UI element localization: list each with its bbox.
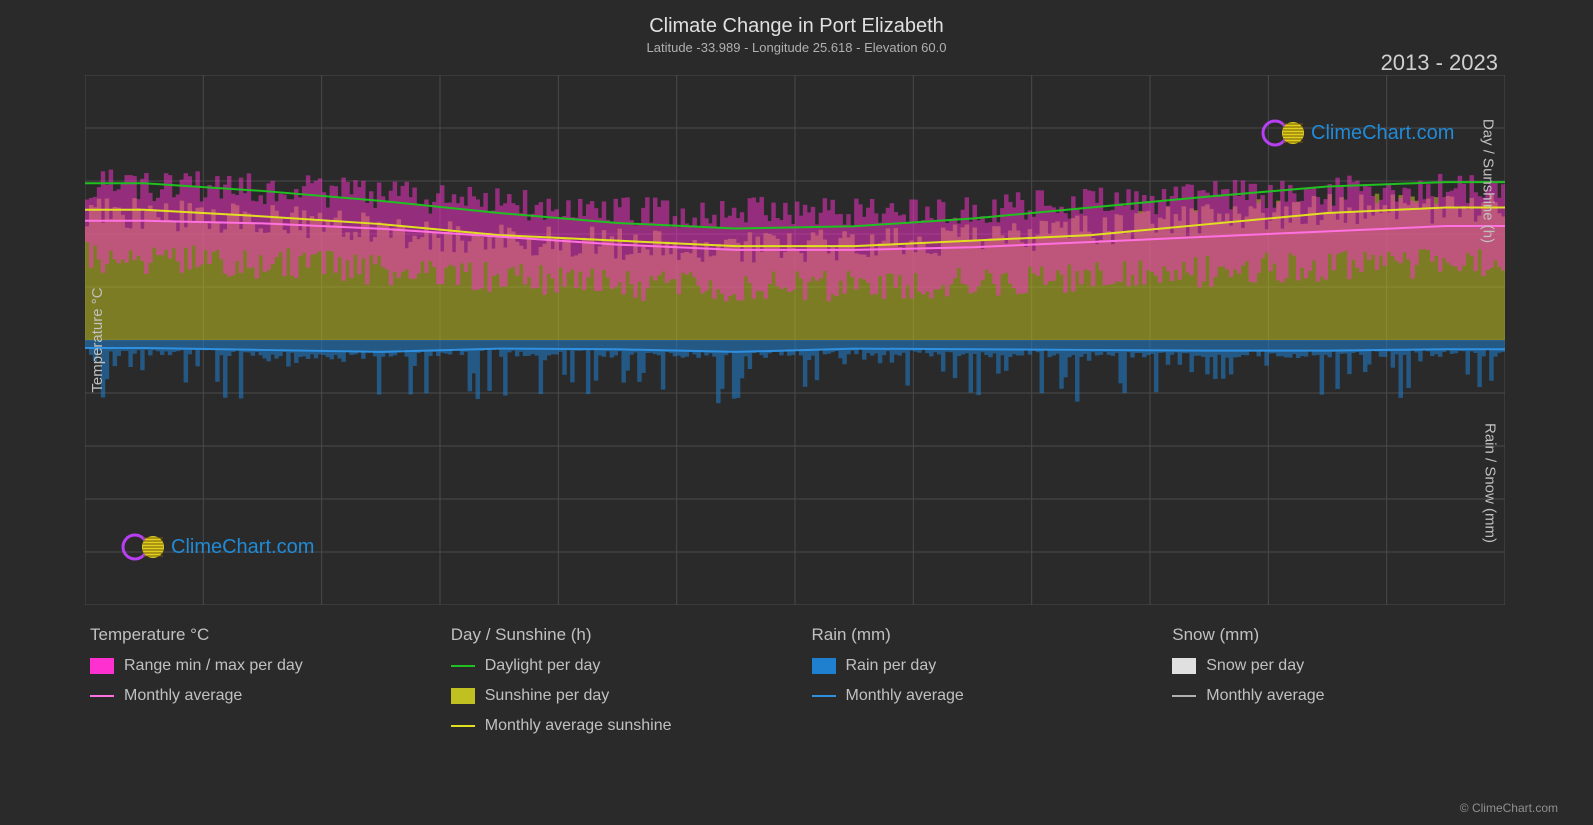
right-axis-label-rain: Rain / Snow (mm) (1481, 423, 1498, 543)
legend-swatch-icon (451, 688, 475, 704)
legend-line-icon (451, 725, 475, 727)
chart-subtitle: Latitude -33.989 - Longitude 25.618 - El… (30, 40, 1563, 55)
legend-item-label: Range min / max per day (124, 657, 303, 675)
chart-svg: -50-40-30-20-100102030405006121824102030… (85, 75, 1505, 605)
legend-item-label: Rain per day (846, 657, 937, 675)
legend-item: Snow per day (1172, 657, 1503, 675)
legend-group: Snow (mm) Snow per day Monthly average (1172, 625, 1503, 735)
left-axis-label: Temperature °C (89, 287, 106, 392)
legend-group: Rain (mm) Rain per day Monthly average (812, 625, 1143, 735)
legend-header: Temperature °C (90, 625, 421, 645)
legend-line-icon (1172, 695, 1196, 697)
legend-item-label: Monthly average (1206, 687, 1324, 705)
legend-group: Day / Sunshine (h) Daylight per day Sunshi… (451, 625, 782, 735)
legend-swatch-icon (812, 658, 836, 674)
legend-item-label: Snow per day (1206, 657, 1304, 675)
legend-item: Monthly average (812, 687, 1143, 705)
year-range: 2013 - 2023 (1381, 50, 1498, 76)
legend-line-icon (812, 695, 836, 697)
legend-item-label: Monthly average sunshine (485, 717, 672, 735)
legend-item: Monthly average (90, 687, 421, 705)
right-axis-label-daylight: Day / Sunshine (h) (1479, 119, 1496, 243)
legend-header: Snow (mm) (1172, 625, 1503, 645)
legend-item-label: Monthly average (124, 687, 242, 705)
legend-item: Range min / max per day (90, 657, 421, 675)
legend-item: Monthly average sunshine (451, 717, 782, 735)
legend-item: Rain per day (812, 657, 1143, 675)
legend-item: Monthly average (1172, 687, 1503, 705)
svg-text:ClimeChart.com: ClimeChart.com (171, 536, 314, 558)
chart-container: Climate Change in Port Elizabeth Latitud… (0, 0, 1593, 825)
svg-text:ClimeChart.com: ClimeChart.com (1311, 122, 1454, 144)
legend-item: Daylight per day (451, 657, 782, 675)
legend-item: Sunshine per day (451, 687, 782, 705)
copyright: © ClimeChart.com (1460, 801, 1558, 815)
legend-item-label: Daylight per day (485, 657, 601, 675)
legend-group: Temperature °C Range min / max per day Mon… (90, 625, 421, 735)
legend-swatch-icon (90, 658, 114, 674)
plot-area: Temperature °C Day / Sunshine (h) Rain /… (85, 75, 1508, 605)
legend-item-label: Sunshine per day (485, 687, 610, 705)
legend-line-icon (451, 665, 475, 667)
legend-swatch-icon (1172, 658, 1196, 674)
legend: Temperature °C Range min / max per day Mon… (90, 625, 1503, 735)
legend-header: Day / Sunshine (h) (451, 625, 782, 645)
legend-header: Rain (mm) (812, 625, 1143, 645)
chart-title: Climate Change in Port Elizabeth (30, 15, 1563, 38)
legend-line-icon (90, 695, 114, 697)
legend-item-label: Monthly average (846, 687, 964, 705)
